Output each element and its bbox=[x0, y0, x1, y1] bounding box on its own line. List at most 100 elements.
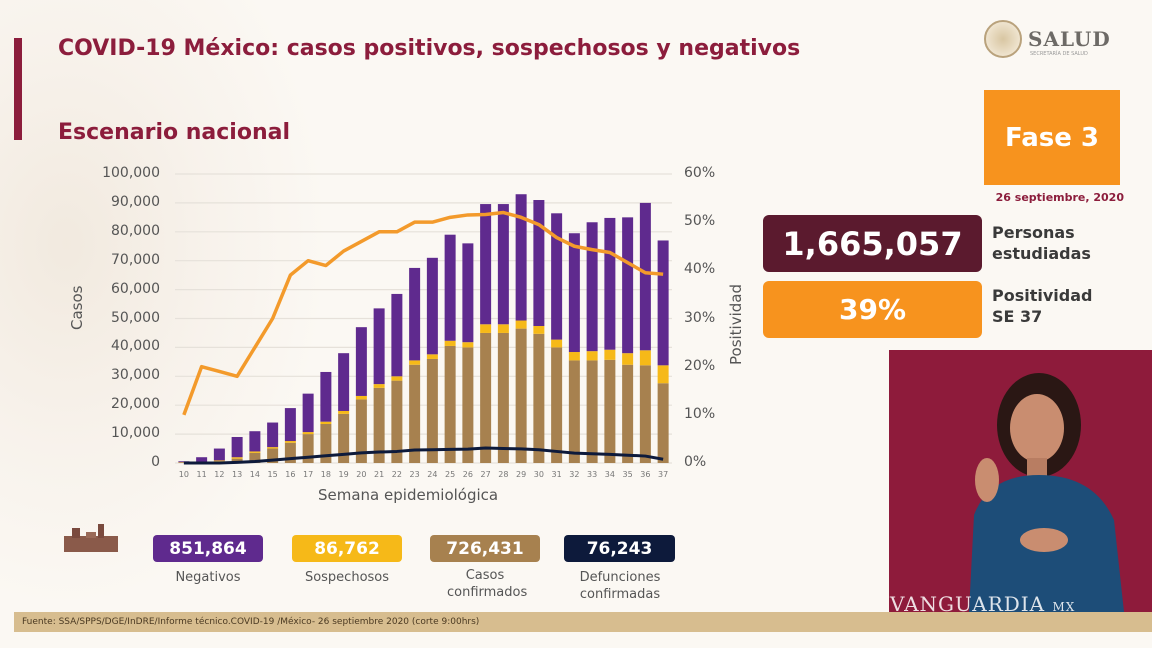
bar-casos-confirmados bbox=[373, 387, 385, 463]
bar-sospechosos bbox=[355, 395, 367, 400]
bar-casos-confirmados bbox=[267, 448, 279, 463]
bar-casos-confirmados bbox=[657, 383, 669, 463]
x-tick-label: 16 bbox=[285, 470, 296, 479]
y-tick-label: 100,000 bbox=[102, 165, 160, 181]
legend-suspects-value: 86,762 bbox=[292, 535, 402, 562]
y-tick-label: 40,000 bbox=[111, 338, 160, 355]
bar-sospechosos bbox=[533, 326, 545, 334]
salud-logo: SALUD SECRETARÍA DE SALUD bbox=[984, 20, 1111, 58]
bar-negativos bbox=[338, 353, 350, 411]
x-tick-label: 28 bbox=[498, 470, 509, 479]
y2-tick-label: 50% bbox=[684, 213, 716, 230]
bar-casos-confirmados bbox=[568, 360, 580, 463]
bar-sospechosos bbox=[639, 350, 651, 366]
x-tick-label: 17 bbox=[303, 470, 314, 479]
y-tick-label: 20,000 bbox=[111, 396, 160, 413]
x-tick-label: 36 bbox=[640, 470, 651, 479]
y2-tick-label: 0% bbox=[684, 454, 707, 470]
x-tick-label: 37 bbox=[658, 470, 669, 479]
bar-sospechosos bbox=[480, 324, 492, 333]
bar-casos-confirmados bbox=[462, 347, 474, 463]
bar-casos-confirmados bbox=[444, 345, 456, 463]
bar-sospechosos bbox=[338, 410, 350, 414]
bar-negativos bbox=[320, 371, 332, 422]
bar-negativos bbox=[497, 204, 509, 325]
x-tick-label: 15 bbox=[267, 470, 278, 479]
bar-negativos bbox=[586, 222, 598, 352]
legend-suspects-label: Sospechosos bbox=[304, 570, 390, 585]
sign-language-interpreter-video bbox=[889, 350, 1152, 612]
x-tick-label: 14 bbox=[249, 470, 260, 479]
bar-sospechosos bbox=[267, 447, 279, 449]
line-positividad bbox=[182, 210, 664, 416]
bar-sospechosos bbox=[657, 365, 669, 384]
y-tick-label: 90,000 bbox=[111, 193, 160, 210]
y2-tick-label: 60% bbox=[684, 165, 716, 181]
legend-confirmed-value: 726,431 bbox=[430, 535, 540, 562]
y-axis-label: Casos bbox=[68, 285, 86, 330]
bar-negativos bbox=[249, 431, 261, 452]
bar-sospechosos bbox=[284, 441, 296, 443]
y-tick-label: 70,000 bbox=[111, 251, 160, 268]
y2-tick-label: 10% bbox=[684, 405, 716, 422]
report-date: 26 septiembre, 2020 bbox=[995, 191, 1124, 204]
bar-casos-confirmados bbox=[604, 359, 616, 463]
bar-negativos bbox=[373, 308, 385, 385]
x-tick-label: 10 bbox=[178, 470, 189, 479]
bar-casos-confirmados bbox=[409, 364, 421, 463]
bar-casos-confirmados bbox=[391, 380, 403, 463]
x-tick-label: 20 bbox=[356, 470, 367, 479]
y-tick-label: 60,000 bbox=[111, 280, 160, 297]
bar-sospechosos bbox=[213, 460, 225, 462]
x-tick-label: 13 bbox=[232, 470, 243, 479]
bar-negativos bbox=[267, 422, 279, 448]
x-tick-label: 32 bbox=[569, 470, 580, 479]
bar-negativos bbox=[426, 257, 438, 355]
x-tick-label: 11 bbox=[196, 470, 207, 479]
bar-negativos bbox=[568, 233, 580, 353]
bar-sospechosos bbox=[551, 339, 563, 348]
bar-negativos bbox=[462, 243, 474, 343]
positivity-value: 39% bbox=[763, 281, 982, 338]
bar-casos-confirmados bbox=[515, 328, 527, 463]
x-tick-label: 27 bbox=[480, 470, 491, 479]
bar-negativos bbox=[622, 217, 634, 354]
source-footer: Fuente: SSA/SPPS/DGE/InDRE/Informe técni… bbox=[14, 612, 1152, 632]
bar-casos-confirmados bbox=[249, 452, 261, 463]
logo-subtext: SECRETARÍA DE SALUD bbox=[1030, 51, 1088, 57]
bar-sospechosos bbox=[302, 432, 314, 435]
bar-casos-confirmados bbox=[426, 358, 438, 463]
x-axis-label: Semana epidemiológica bbox=[318, 486, 499, 504]
bar-negativos bbox=[604, 217, 616, 350]
bar-casos-confirmados bbox=[284, 442, 296, 463]
y2-tick-label: 20% bbox=[684, 357, 716, 374]
bar-casos-confirmados bbox=[320, 423, 332, 463]
page-subtitle: Escenario nacional bbox=[58, 120, 291, 145]
bar-negativos bbox=[515, 194, 527, 321]
bar-sospechosos bbox=[586, 351, 598, 361]
y-tick-label: 30,000 bbox=[111, 367, 160, 384]
line-defunciones-confirmadas bbox=[183, 446, 664, 465]
page-title: COVID-19 México: casos positivos, sospec… bbox=[58, 36, 801, 61]
interpreter-figure bbox=[969, 373, 1124, 612]
bar-casos-confirmados bbox=[480, 332, 492, 463]
x-tick-label: 23 bbox=[409, 470, 420, 479]
bar-negativos bbox=[231, 436, 243, 458]
y2-axis-label: Positividad bbox=[727, 284, 745, 365]
y-tick-label: 50,000 bbox=[111, 309, 160, 326]
x-tick-label: 22 bbox=[391, 470, 402, 479]
bar-sospechosos bbox=[373, 384, 385, 388]
bar-negativos bbox=[391, 293, 403, 377]
y2-tick-label: 40% bbox=[684, 261, 716, 278]
chart-plot bbox=[175, 173, 672, 465]
bar-negativos bbox=[480, 204, 492, 325]
legend-negatives-value: 851,864 bbox=[153, 535, 263, 562]
x-tick-label: 21 bbox=[374, 470, 385, 479]
positivity-label: Positividad SE 37 bbox=[992, 286, 1093, 326]
x-tick-label: 31 bbox=[551, 470, 562, 479]
bar-casos-confirmados bbox=[533, 333, 545, 463]
persons-studied-label: Personas estudiadas bbox=[992, 223, 1091, 263]
bar-casos-confirmados bbox=[639, 365, 651, 463]
legend-deaths-value: 76,243 bbox=[564, 535, 675, 562]
y-tick-label: 10,000 bbox=[111, 425, 160, 442]
